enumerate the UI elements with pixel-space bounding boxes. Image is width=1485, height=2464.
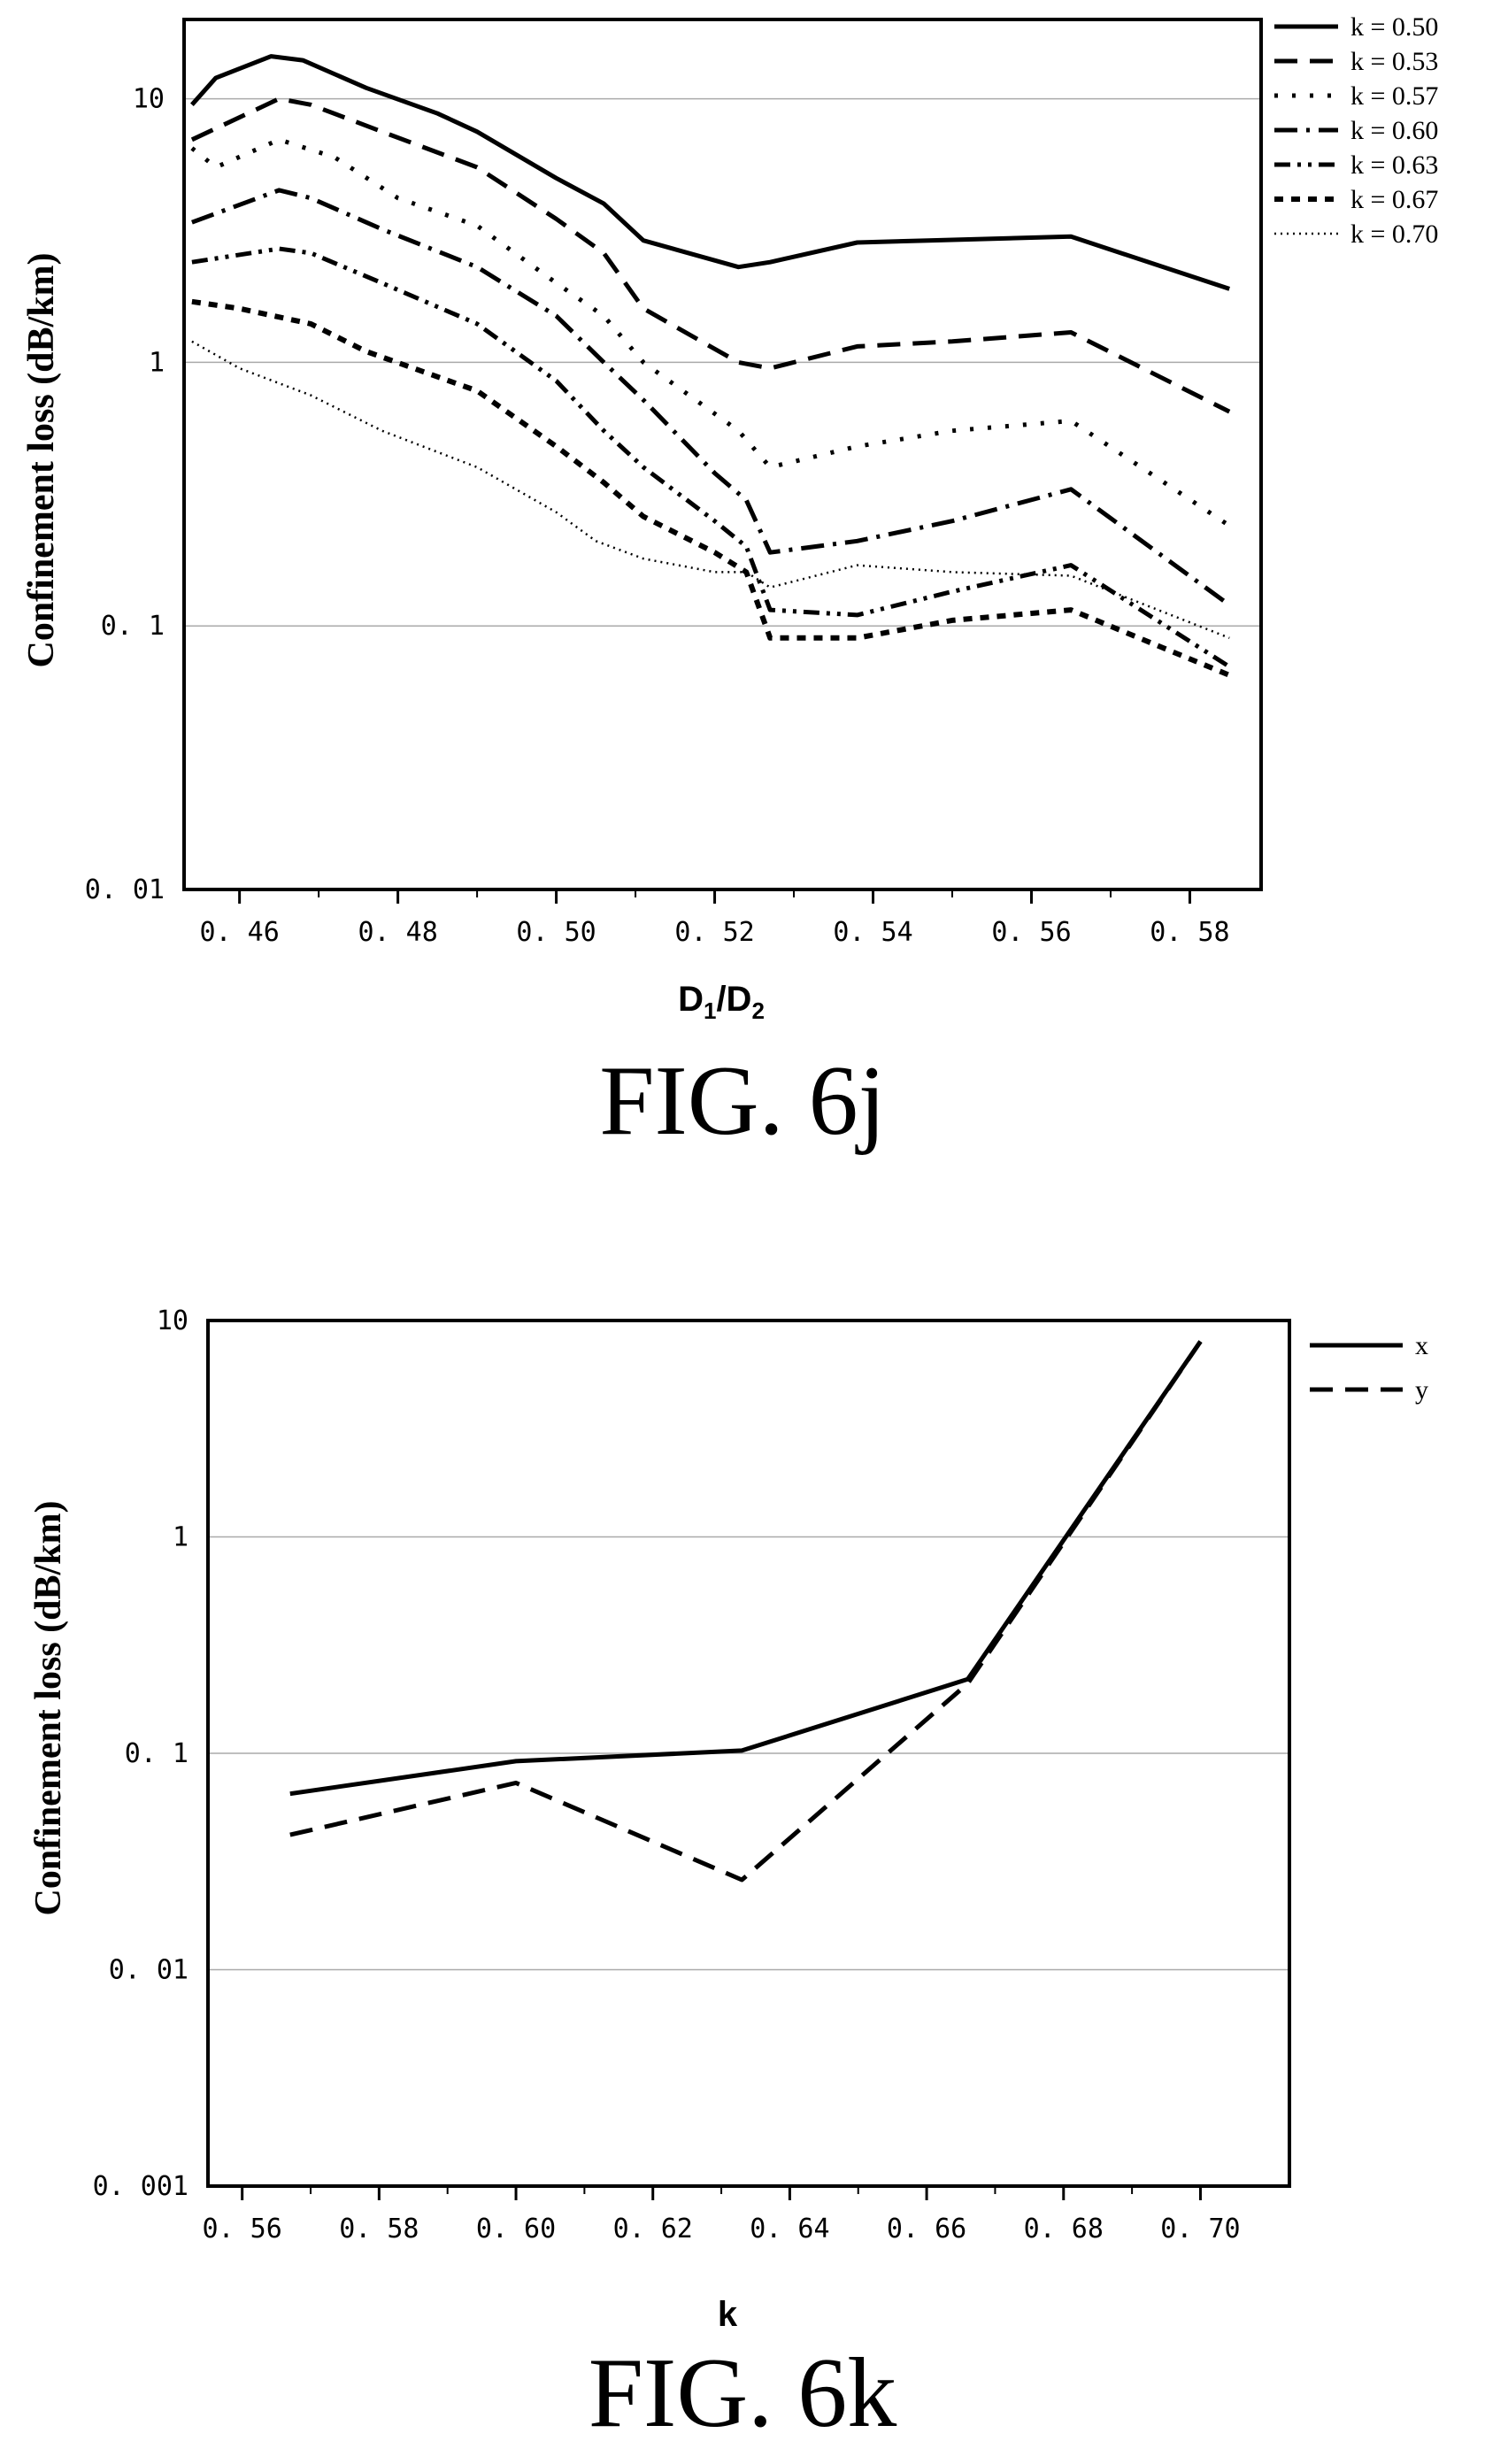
x-tick-label: 0. 62 — [613, 2214, 693, 2245]
y-tick-label: 1 — [149, 347, 165, 378]
legend-label: y — [1415, 1375, 1428, 1405]
x-tick-label: 0. 52 — [674, 917, 754, 948]
chart-6j: 0. 01 0. 1 1 10 0. 46 0. 48 0. 50 0. 52 0. 54 0. … — [21, 12, 1438, 1024]
y-tick-label: 0. 1 — [125, 1738, 189, 1769]
series-line-2 — [289, 1340, 1203, 1883]
y-axis-title: Confinement loss (dB/km) — [28, 1500, 69, 1915]
chart-6k: 0. 001 0. 01 0. 1 1 10 0. 56 0. 58 0. 60 0. 62 0.… — [28, 1305, 1428, 2334]
legend-label: k = 0.50 — [1350, 12, 1438, 42]
legend: xy — [1310, 1331, 1428, 1405]
x-axis-title-slash: /D — [716, 980, 751, 1019]
x-tick-label: 0. 68 — [1024, 2214, 1104, 2245]
series-lines — [190, 54, 1231, 678]
y-tick-label: 10 — [157, 1305, 189, 1336]
series-line-2 — [190, 96, 1231, 414]
x-tick-label: 0. 56 — [991, 917, 1071, 948]
figure-6k: 0. 001 0. 01 0. 1 1 10 0. 56 0. 58 0. 60 0. 62 0.… — [0, 1266, 1485, 2464]
x-axis-title-main: D — [678, 980, 704, 1019]
series-line-1 — [289, 1340, 1203, 1797]
legend-label: k = 0.67 — [1350, 185, 1438, 214]
plot-frame — [182, 18, 1263, 891]
x-tick-label: 0. 66 — [887, 2214, 966, 2245]
x-tick-label: 0. 54 — [833, 917, 912, 948]
x-axis-title: k — [718, 2295, 738, 2334]
x-tick-label: 0. 58 — [339, 2214, 419, 2245]
x-tick-label: 0. 56 — [203, 2214, 282, 2245]
legend-label: k = 0.60 — [1350, 116, 1438, 145]
x-tick-label: 0. 46 — [199, 917, 279, 948]
x-axis-title-sub2: 2 — [751, 997, 764, 1024]
series-line-4 — [191, 188, 1231, 607]
y-axis-title: Confinement loss (dB/km) — [21, 252, 62, 667]
x-tick-label: 0. 58 — [1150, 917, 1229, 948]
axis-ticks: 0. 001 0. 01 0. 1 1 10 0. 56 0. 58 0. 60 0. 62 0.… — [93, 1305, 1241, 2245]
plot-frame — [206, 1319, 1291, 2188]
series-lines — [289, 1340, 1203, 1883]
legend-label: k = 0.70 — [1350, 219, 1438, 249]
y-tick-label: 0. 01 — [85, 874, 165, 905]
axis-ticks: 0. 01 0. 1 1 10 0. 46 0. 48 0. 50 0. 52 0. 54 0. … — [85, 84, 1230, 948]
figure-caption-6j: FIG. 6j — [599, 1046, 886, 1156]
figure-6j: 0. 01 0. 1 1 10 0. 46 0. 48 0. 50 0. 52 0. 54 0. … — [0, 0, 1485, 1186]
series-line-3 — [190, 137, 1231, 528]
figure-caption-6k: FIG. 6k — [588, 2338, 897, 2448]
grid — [208, 1536, 1289, 1971]
x-tick-label: 0. 60 — [476, 2214, 556, 2245]
series-line-1 — [190, 54, 1230, 291]
legend-label: k = 0.57 — [1350, 81, 1438, 111]
legend-label: k = 0.63 — [1350, 150, 1438, 180]
x-tick-label: 0. 70 — [1160, 2214, 1240, 2245]
x-tick-label: 0. 50 — [516, 917, 596, 948]
x-tick-label: 0. 64 — [750, 2214, 829, 2245]
series-line-7 — [191, 340, 1230, 639]
x-axis-title-sub1: 1 — [704, 997, 716, 1024]
x-axis-title: D1/D2 — [678, 980, 765, 1024]
y-tick-label: 1 — [173, 1522, 189, 1553]
y-tick-label: 0. 001 — [93, 2171, 189, 2202]
legend-label: x — [1415, 1331, 1428, 1360]
legend-label: k = 0.53 — [1350, 47, 1438, 76]
y-tick-label: 10 — [133, 84, 165, 115]
y-tick-label: 0. 1 — [101, 611, 165, 642]
x-tick-label: 0. 48 — [358, 917, 437, 948]
series-line-6 — [191, 298, 1231, 678]
grid — [184, 97, 1261, 627]
series-line-5 — [191, 246, 1231, 669]
legend: k = 0.50 k = 0.53 k = 0.57 k = 0.60 k = 0.63… — [1274, 12, 1438, 249]
y-tick-label: 0. 01 — [109, 1955, 189, 1986]
